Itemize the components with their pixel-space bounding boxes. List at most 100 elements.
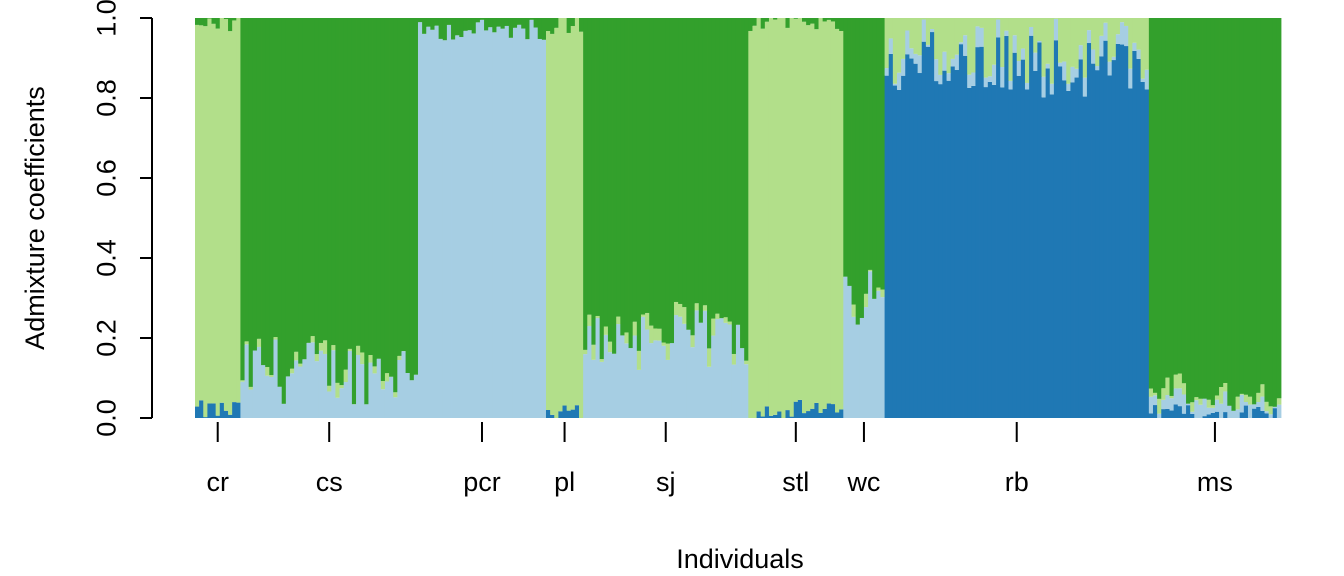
- bar-segment-pl-light_green: [570, 26, 576, 410]
- bar-segment-sj-light_blue: [636, 369, 642, 418]
- bar-segment-cr-dark_blue: [228, 414, 233, 418]
- bar-segment-ms-light_blue: [1190, 411, 1195, 414]
- bar-segment-sj-light_green: [636, 350, 642, 370]
- bar-segment-rb-dark_blue: [954, 70, 960, 418]
- bar-segment-rb-light_blue: [1062, 61, 1067, 81]
- bar-segment-sj-light_blue: [620, 335, 625, 418]
- bar-segment-stl-light_green: [797, 18, 803, 400]
- bar-segment-cs-dark_green: [339, 18, 345, 386]
- bar-segment-stl-dark_green: [826, 18, 832, 20]
- x-tick-label-sj: sj: [656, 467, 676, 497]
- bar-segment-stl-dark_green: [839, 18, 844, 31]
- bar-segment-rb-light_blue: [1078, 45, 1084, 60]
- bar-segment-sj-light_blue: [616, 324, 621, 418]
- bar-segment-ms-light_blue: [1194, 400, 1199, 418]
- bar-segment-sj-light_green: [653, 328, 658, 341]
- bar-segment-wc-dark_green: [872, 18, 877, 299]
- bar-segment-sj-light_blue: [744, 364, 749, 418]
- bar-segment-pcr-dark_green: [525, 18, 530, 40]
- bar-segment-cs-light_blue: [343, 382, 349, 418]
- bar-segment-ms-light_blue: [1173, 388, 1179, 405]
- bar-segment-ms-light_blue: [1198, 404, 1203, 418]
- bar-segment-cr-light_green: [219, 18, 225, 403]
- bar-segment-stl-dark_green: [835, 18, 840, 29]
- bar-segment-cs-light_blue: [310, 342, 316, 418]
- bar-segment-rb-dark_blue: [979, 46, 985, 419]
- bar-segment-cs-dark_green: [372, 18, 378, 367]
- bar-segment-cs-light_blue: [356, 354, 361, 418]
- x-tick-label-ms: ms: [1197, 467, 1233, 497]
- bar-segment-cs-dark_green: [294, 18, 299, 352]
- bar-segment-ms-light_green: [1157, 398, 1162, 414]
- bar-segment-rb-light_green: [967, 18, 972, 75]
- bar-segment-rb-dark_blue: [1082, 96, 1088, 418]
- bar-segment-ms-dark_green: [1264, 18, 1270, 402]
- bar-segment-stl-light_green: [789, 18, 795, 417]
- bar-segment-stl-dark_green: [748, 18, 753, 31]
- bar-segment-ms-light_blue: [1243, 402, 1249, 406]
- bar-segment-sj-dark_green: [628, 18, 634, 349]
- bar-segment-ms-light_blue: [1181, 394, 1187, 414]
- bar-segment-rb-light_blue: [991, 64, 997, 85]
- bar-segment-rb-light_green: [913, 18, 919, 54]
- bar-segment-pl-light_green: [574, 18, 580, 406]
- bar-segment-rb-light_green: [1144, 18, 1150, 70]
- bar-segment-cs-light_blue: [376, 358, 382, 418]
- bar-segment-ms-dark_blue: [1260, 410, 1265, 418]
- bar-segment-ms-dark_green: [1260, 18, 1265, 385]
- bar-segment-ms-dark_green: [1198, 18, 1203, 399]
- bar-segment-pcr-dark_green: [422, 18, 427, 34]
- bar-segment-cs-light_green: [323, 340, 328, 354]
- bar-segment-sj-light_green: [583, 349, 588, 355]
- bar-segment-rb-light_blue: [1086, 30, 1092, 44]
- bar-segment-rb-dark_blue: [1119, 44, 1125, 418]
- y-tick-label: 0.0: [91, 399, 121, 437]
- bar-segment-sj-light_green: [674, 301, 679, 316]
- y-tick-label: 0.6: [91, 159, 121, 197]
- bar-segment-rb-light_blue: [1029, 26, 1034, 36]
- bar-segment-stl-dark_green: [806, 18, 811, 26]
- bar-segment-cr-dark_blue: [199, 400, 204, 418]
- bar-segment-rb-dark_blue: [1115, 43, 1121, 419]
- bar-segment-cr-dark_green: [232, 18, 237, 21]
- bar-segment-rb-dark_blue: [1058, 66, 1063, 418]
- bar-segment-rb-light_green: [1033, 18, 1038, 53]
- bar-segment-rb-light_green: [1062, 18, 1067, 62]
- bar-segment-stl-dark_green: [785, 18, 791, 28]
- bar-segment-rb-light_green: [1016, 18, 1022, 61]
- bar-segment-rb-light_blue: [1000, 67, 1005, 88]
- bar-segment-sj-light_blue: [649, 343, 654, 418]
- bar-segment-rb-dark_blue: [884, 75, 890, 418]
- bar-segment-ms-dark_green: [1181, 18, 1187, 384]
- bar-segment-ms-dark_green: [1157, 18, 1162, 399]
- bar-segment-sj-dark_green: [616, 18, 621, 317]
- bar-segment-cs-light_blue: [306, 342, 312, 418]
- bar-segment-ms-light_green: [1173, 374, 1179, 389]
- bar-segment-ms-dark_green: [1256, 18, 1261, 393]
- bar-segment-cs-light_blue: [273, 339, 278, 418]
- bar-segment-pcr-dark_green: [541, 18, 547, 40]
- bar-segment-cr-dark_blue: [236, 402, 241, 418]
- bar-segment-ms-light_green: [1198, 398, 1203, 405]
- bar-segment-cr-dark_blue: [203, 417, 208, 418]
- bar-segment-sj-dark_green: [653, 18, 658, 329]
- bar-segment-cs-dark_green: [281, 18, 287, 404]
- bar-segment-cs-light_blue: [413, 374, 419, 418]
- bar-segment-pcr-dark_green: [442, 18, 448, 41]
- bar-segment-rb-light_green: [1029, 18, 1034, 27]
- bar-segment-rb-dark_blue: [946, 80, 952, 419]
- bar-segment-sj-dark_green: [719, 18, 724, 319]
- bar-segment-rb-light_blue: [930, 29, 935, 33]
- bar-segment-cs-dark_green: [413, 18, 419, 375]
- bar-segment-ms-dark_green: [1210, 18, 1216, 406]
- bar-segment-cs-light_green: [256, 338, 262, 347]
- y-tick-label: 0.8: [91, 79, 121, 117]
- bar-segment-ms-dark_green: [1239, 18, 1245, 394]
- bar-segment-pcr-light_blue: [537, 38, 543, 418]
- bar-segment-ms-light_blue: [1272, 406, 1278, 409]
- bar-segment-rb-dark_blue: [917, 73, 923, 419]
- bar-segment-stl-dark_blue: [806, 411, 811, 418]
- bar-segment-cr-dark_blue: [215, 415, 221, 418]
- bar-segment-ms-light_blue: [1256, 402, 1261, 407]
- bar-segment-stl-dark_green: [752, 18, 757, 26]
